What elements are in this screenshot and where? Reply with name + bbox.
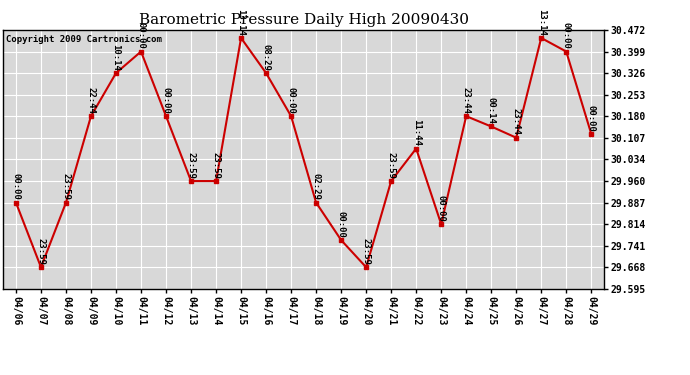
Text: 00:00: 00:00 bbox=[12, 173, 21, 200]
Text: 00:00: 00:00 bbox=[337, 211, 346, 238]
Text: 11:44: 11:44 bbox=[412, 119, 421, 146]
Text: 02:29: 02:29 bbox=[312, 173, 321, 200]
Text: 10:14: 10:14 bbox=[112, 44, 121, 71]
Text: 00:00: 00:00 bbox=[437, 195, 446, 222]
Text: 00:00: 00:00 bbox=[161, 87, 170, 114]
Text: 23:44: 23:44 bbox=[462, 87, 471, 114]
Text: 13:14: 13:14 bbox=[537, 9, 546, 36]
Text: 23:59: 23:59 bbox=[61, 173, 70, 200]
Text: 23:44: 23:44 bbox=[512, 108, 521, 135]
Text: 00:00: 00:00 bbox=[137, 22, 146, 49]
Text: 13:14: 13:14 bbox=[237, 9, 246, 36]
Text: 23:59: 23:59 bbox=[37, 238, 46, 265]
Text: 00:14: 00:14 bbox=[486, 97, 495, 124]
Text: 00:00: 00:00 bbox=[586, 105, 595, 132]
Text: 08:29: 08:29 bbox=[262, 44, 270, 71]
Text: 22:44: 22:44 bbox=[86, 87, 95, 114]
Text: 23:59: 23:59 bbox=[212, 152, 221, 179]
Title: Barometric Pressure Daily High 20090430: Barometric Pressure Daily High 20090430 bbox=[139, 13, 469, 27]
Text: 00:00: 00:00 bbox=[562, 22, 571, 49]
Text: 23:59: 23:59 bbox=[362, 238, 371, 265]
Text: 23:59: 23:59 bbox=[386, 152, 395, 179]
Text: Copyright 2009 Cartronics.com: Copyright 2009 Cartronics.com bbox=[6, 35, 162, 44]
Text: 23:59: 23:59 bbox=[186, 152, 195, 179]
Text: 00:00: 00:00 bbox=[286, 87, 295, 114]
